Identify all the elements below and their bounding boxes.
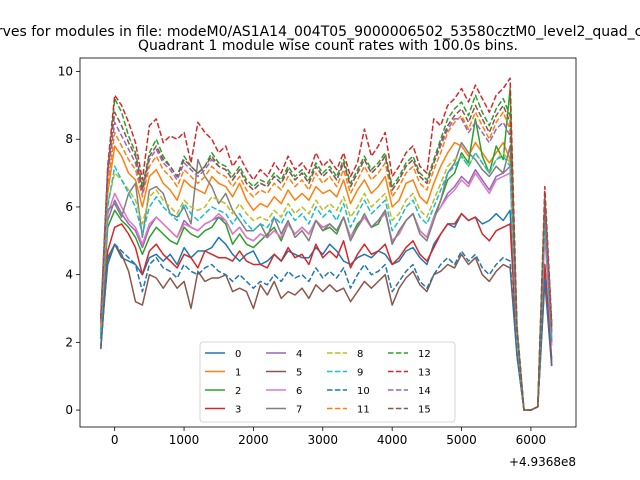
legend-label-11: 11 [357, 405, 370, 416]
legend-label-5: 5 [296, 368, 302, 379]
series-line-15 [100, 104, 553, 411]
series-line-3 [100, 212, 553, 411]
series-line-9 [100, 152, 553, 411]
series-line-5 [100, 243, 553, 411]
x-tick-label: 2000 [238, 433, 269, 447]
x-tick-label: 3000 [308, 433, 339, 447]
legend-label-13: 13 [418, 368, 431, 379]
y-tick-label: 10 [58, 65, 73, 79]
legend-label-3: 3 [235, 405, 241, 416]
legend-label-14: 14 [418, 386, 431, 397]
series-lines [100, 77, 553, 411]
series-line-10 [100, 243, 553, 411]
legend-label-9: 9 [357, 368, 363, 379]
y-tick-label: 2 [65, 335, 73, 349]
x-tick-label: 5000 [446, 433, 477, 447]
y-axis: 0 2 4 6 8 10 [58, 65, 80, 417]
legend-label-10: 10 [357, 386, 370, 397]
legend-label-0: 0 [235, 349, 241, 360]
legend-label-4: 4 [296, 349, 302, 360]
x-tick-label: 1000 [169, 433, 200, 447]
legend-label-12: 12 [418, 349, 431, 360]
y-tick-label: 0 [65, 403, 73, 417]
x-tick-label: 0 [111, 433, 119, 447]
y-tick-label: 8 [65, 132, 73, 146]
legend-label-2: 2 [235, 386, 241, 397]
series-line-11 [100, 111, 553, 411]
y-tick-label: 6 [65, 200, 73, 214]
legend-label-7: 7 [296, 405, 302, 416]
plot-area [79, 57, 577, 428]
legend-frame [199, 341, 456, 423]
series-line-13 [100, 77, 553, 411]
x-tick-label: 4000 [377, 433, 408, 447]
plot-frame [79, 57, 577, 428]
series-line-7 [100, 141, 553, 411]
series-line-6 [100, 172, 553, 411]
legend-label-1: 1 [235, 368, 241, 379]
x-axis: 0 1000 2000 3000 4000 5000 6000 [111, 427, 546, 447]
figure-suptitle: Light curves for modules in file: modeM0… [0, 24, 640, 40]
y-tick-label: 4 [65, 268, 73, 282]
legend-label-8: 8 [357, 349, 363, 360]
x-tick-label: 6000 [516, 433, 547, 447]
series-line-1 [100, 141, 553, 411]
legend-label-6: 6 [296, 386, 302, 397]
chart-title: Quadrant 1 module wise count rates with … [138, 38, 518, 54]
series-line-2 [100, 87, 553, 411]
legend-label-15: 15 [418, 405, 431, 416]
x-offset-label: +4.9368e8 [509, 455, 576, 469]
